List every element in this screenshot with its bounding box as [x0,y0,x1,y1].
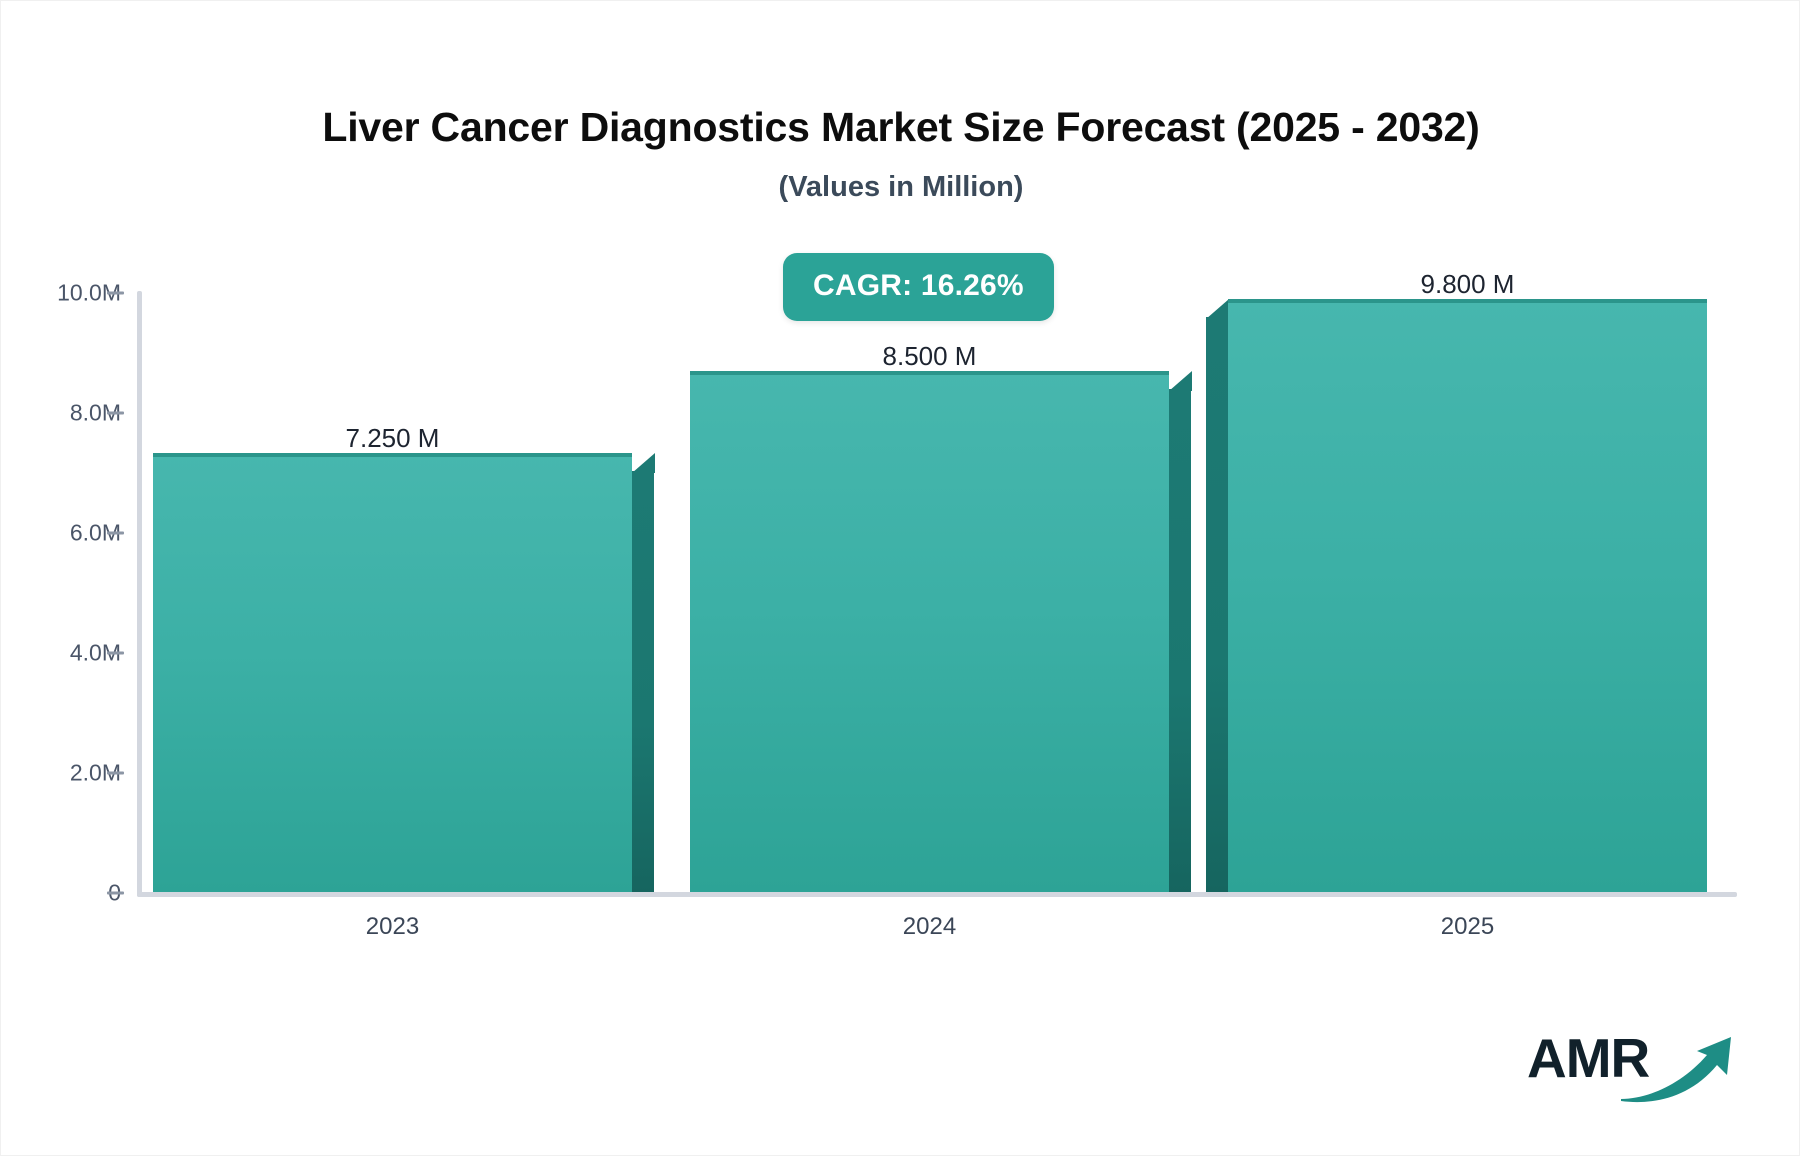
y-tick-label-2m: 2.0M [69,759,121,786]
bar-top-chamfer-2025 [1206,299,1229,319]
y-tick-mark-8m [107,411,124,415]
x-tick-label-2025: 2025 [1440,913,1495,940]
bar-value-label-2025: 9.800 M [1420,269,1515,299]
y-tick-label-0: 0 [11,880,121,907]
growth-arrow-icon [1621,1037,1731,1103]
bar-top-edge-2025 [1228,299,1707,303]
bar-front-face-2023 [153,453,632,892]
x-axis-spine [137,892,1737,897]
y-axis-spine [137,291,142,897]
y-tick-mark-10m [107,291,124,295]
y-tick-mark-6m [107,531,124,535]
bar-value-label-2023: 7.250 M [345,423,440,453]
y-tick-mark-2m [107,771,124,775]
y-tick-label-8m: 8.0M [69,399,121,426]
cagr-badge[interactable]: CAGR: 16.26% [783,253,1054,321]
x-tick-label-2024: 2024 [902,913,957,940]
bar-top-edge-2024 [690,371,1169,375]
y-tick-mark-4m [107,651,124,655]
y-tick-mark-0 [107,891,124,895]
bar-side-face-2024 [1169,389,1191,892]
bar-front-face-2024 [690,371,1169,892]
chart-subtitle: (Values in Million) [778,171,1024,204]
y-tick-label-4m: 4.0M [69,639,121,666]
bar-top-chamfer-2024 [1169,371,1192,391]
y-tick-label-6m: 6.0M [69,519,121,546]
amr-logo-text: AMR [1527,1027,1650,1089]
bar-value-label-2024: 8.500 M [882,341,977,371]
bar-side-face-2023 [632,471,654,892]
bar-top-edge-2023 [153,453,632,457]
chart-header: Liver Cancer Diagnostics Market Size For… [1,104,1799,204]
y-tick-label-10m: 10.0M [57,279,121,306]
bar-side-face-2025 [1206,317,1228,892]
bar-front-face-2025 [1228,299,1707,892]
chart-title: Liver Cancer Diagnostics Market Size For… [322,104,1480,150]
amr-logo: AMR [1527,1027,1737,1107]
x-tick-label-2023: 2023 [365,913,420,940]
bar-top-chamfer-2023 [632,453,655,473]
